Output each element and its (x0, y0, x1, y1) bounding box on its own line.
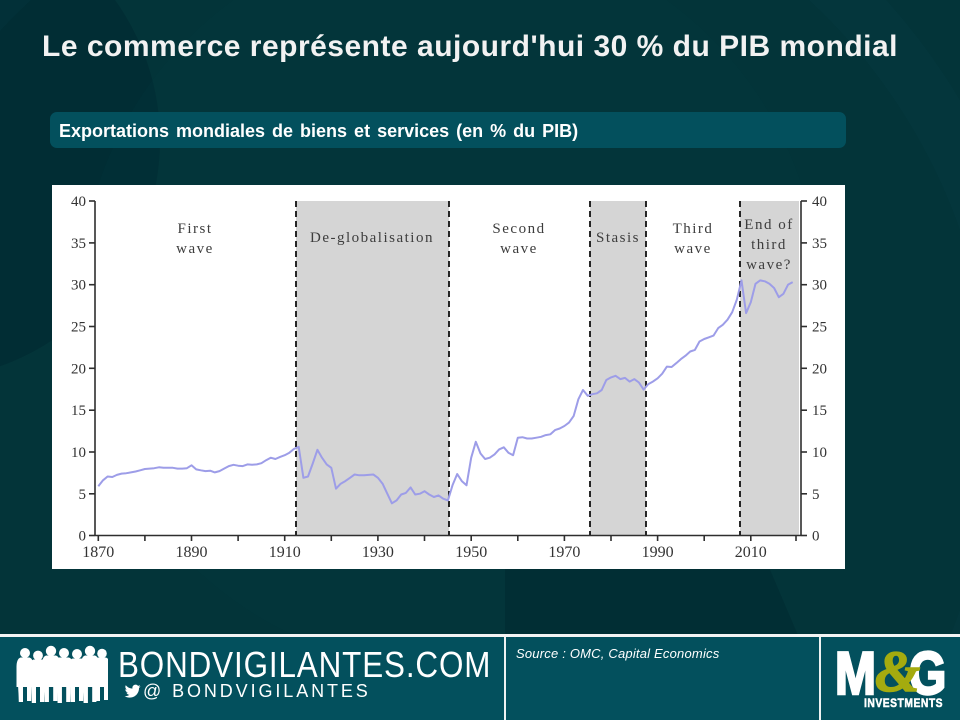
svg-text:10: 10 (812, 445, 827, 461)
svg-text:Stasis: Stasis (596, 230, 640, 246)
svg-text:30: 30 (71, 278, 86, 294)
svg-text:First: First (177, 221, 212, 237)
svg-text:Second: Second (492, 221, 545, 237)
svg-text:wave: wave (500, 241, 538, 257)
svg-text:40: 40 (71, 194, 86, 210)
svg-text:1870: 1870 (82, 544, 114, 561)
svg-text:De-globalisation: De-globalisation (310, 230, 434, 246)
svg-text:wave?: wave? (746, 257, 792, 273)
svg-text:1950: 1950 (455, 544, 487, 561)
svg-text:1890: 1890 (176, 544, 208, 561)
svg-text:1990: 1990 (642, 544, 674, 561)
svg-text:wave: wave (176, 241, 214, 257)
svg-text:25: 25 (71, 320, 86, 336)
svg-text:5: 5 (812, 487, 820, 503)
svg-text:wave: wave (674, 241, 712, 257)
svg-text:1930: 1930 (362, 544, 394, 561)
svg-text:20: 20 (71, 361, 86, 377)
svg-text:35: 35 (812, 236, 827, 252)
svg-text:1970: 1970 (548, 544, 580, 561)
svg-text:5: 5 (79, 487, 87, 503)
svg-text:0: 0 (79, 529, 87, 545)
svg-text:Third: Third (673, 221, 714, 237)
svg-text:15: 15 (812, 403, 827, 419)
svg-text:25: 25 (812, 320, 827, 336)
svg-text:0: 0 (812, 529, 820, 545)
svg-text:End of: End of (744, 217, 793, 233)
svg-text:30: 30 (812, 278, 827, 294)
svg-text:40: 40 (812, 194, 827, 210)
svg-text:third: third (751, 237, 787, 253)
svg-text:35: 35 (71, 236, 86, 252)
svg-text:1910: 1910 (269, 544, 301, 561)
svg-text:15: 15 (71, 403, 86, 419)
svg-text:20: 20 (812, 361, 827, 377)
svg-text:10: 10 (71, 445, 86, 461)
svg-text:2010: 2010 (735, 544, 767, 561)
